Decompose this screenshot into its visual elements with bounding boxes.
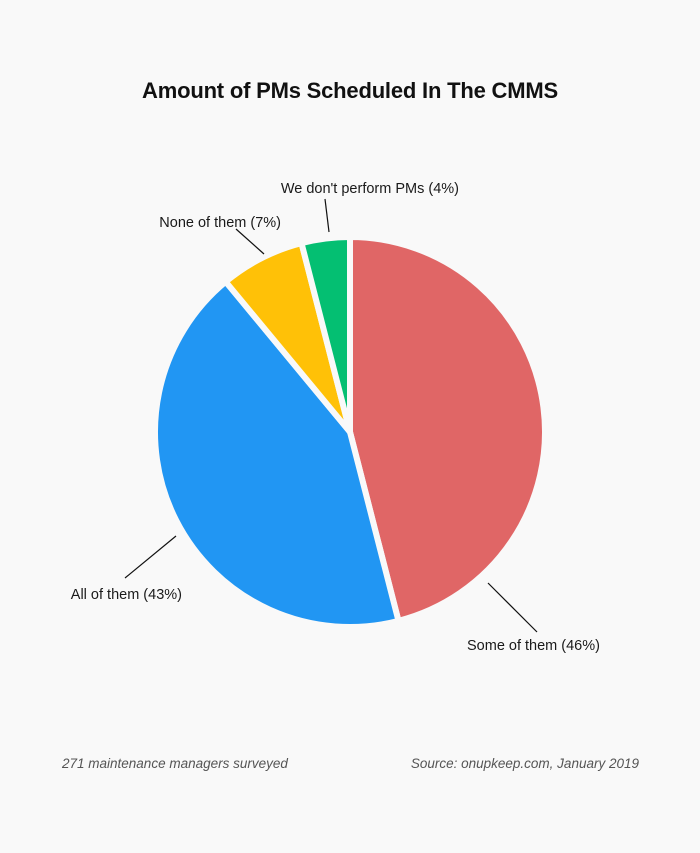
pie-slice-2 <box>152 278 402 630</box>
chart-title: Amount of PMs Scheduled In The CMMS <box>142 78 558 103</box>
source-note: Source: onupkeep.com, January 2019 <box>410 756 639 771</box>
slice-label-4: We don't perform PMs (4%) <box>281 181 459 197</box>
slice-label-2: All of them (43%) <box>71 587 182 603</box>
slice-label-1: Some of them (46%) <box>467 638 600 654</box>
slice-label-3: None of them (7%) <box>159 215 281 231</box>
leader-line-4 <box>324 198 330 233</box>
leader-line-1 <box>487 582 538 633</box>
leader-line-3 <box>235 228 265 255</box>
sample-size-note: 271 maintenance managers surveyed <box>62 756 288 771</box>
leader-line-2 <box>124 535 177 579</box>
pie-slice-4 <box>298 234 353 435</box>
pie-slice-1 <box>347 234 548 624</box>
